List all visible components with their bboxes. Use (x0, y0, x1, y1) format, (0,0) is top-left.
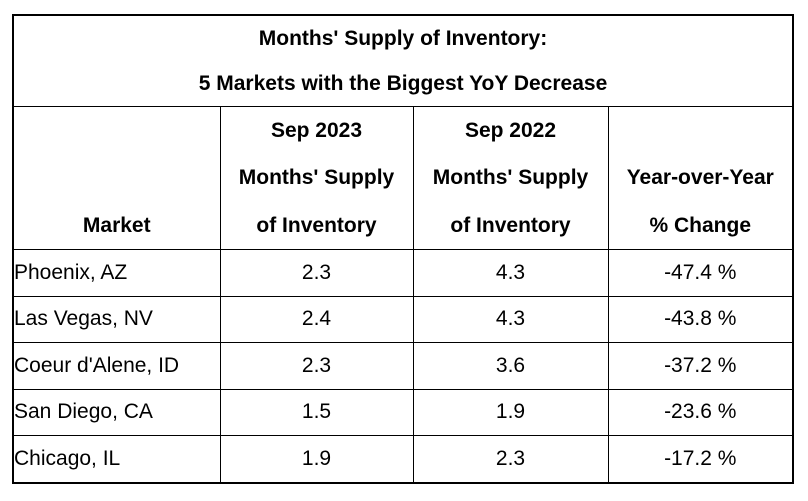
sep2022-supply-cell: 3.6 (412, 342, 609, 390)
column-header-sep2023-line-2: Months' Supply (238, 166, 395, 190)
yoy-change-cell: -37.2 % (607, 342, 794, 390)
column-header-yoy-line-2: % Change (649, 213, 751, 237)
sep2022-supply-cell: 2.3 (412, 435, 609, 484)
column-header-sep2022-line-2: Months' Supply (432, 166, 589, 190)
column-header-sep2022-line-1: Sep 2022 (464, 119, 557, 142)
sep2022-supply-cell: 1.9 (412, 388, 609, 437)
table-header-row: Market Sep 2023 Months' Supply of Invent… (12, 105, 794, 251)
table-title-cell: Months' Supply of Inventory: 5 Markets w… (12, 14, 794, 107)
sep2022-supply-cell: 4.3 (412, 295, 609, 344)
sep2023-supply-cell: 2.4 (219, 295, 414, 344)
table-row-coeur-dalene: Coeur d'Alene, ID 2.3 3.6 -37.2 % (12, 342, 794, 390)
market-cell: Las Vegas, NV (12, 295, 221, 344)
table-title-row: Months' Supply of Inventory: 5 Markets w… (12, 14, 794, 107)
column-header-sep2023-supply: Sep 2023 Months' Supply of Inventory (219, 105, 414, 251)
sep2022-supply-cell: 4.3 (412, 249, 609, 297)
table-title-line-1: Months' Supply of Inventory: (258, 27, 548, 50)
column-header-sep2023-line-3: of Inventory (256, 213, 377, 237)
table-row-san-diego: San Diego, CA 1.5 1.9 -23.6 % (12, 388, 794, 437)
table-title-line-2: 5 Markets with the Biggest YoY Decrease (198, 72, 608, 95)
column-header-market: Market (12, 105, 221, 251)
table-row-phoenix: Phoenix, AZ 2.3 4.3 -47.4 % (12, 249, 794, 297)
market-cell: Coeur d'Alene, ID (12, 342, 221, 390)
column-header-sep2022-line-3: of Inventory (450, 213, 571, 237)
column-header-market-label: Market (82, 213, 151, 237)
column-header-sep2023-line-1: Sep 2023 (270, 119, 363, 142)
sep2023-supply-cell: 2.3 (219, 249, 414, 297)
market-cell: San Diego, CA (12, 388, 221, 437)
table-row-chicago: Chicago, IL 1.9 2.3 -17.2 % (12, 435, 794, 484)
yoy-change-cell: -17.2 % (607, 435, 794, 484)
yoy-change-cell: -43.8 % (607, 295, 794, 344)
sep2023-supply-cell: 1.9 (219, 435, 414, 484)
market-cell: Chicago, IL (12, 435, 221, 484)
column-header-yoy-line-1: Year-over-Year (626, 166, 774, 190)
column-header-yoy-change: Year-over-Year % Change (607, 105, 794, 251)
table-row-las-vegas: Las Vegas, NV 2.4 4.3 -43.8 % (12, 295, 794, 344)
yoy-change-cell: -23.6 % (607, 388, 794, 437)
market-cell: Phoenix, AZ (12, 249, 221, 297)
sep2023-supply-cell: 2.3 (219, 342, 414, 390)
months-supply-table: Months' Supply of Inventory: 5 Markets w… (12, 14, 794, 484)
sep2023-supply-cell: 1.5 (219, 388, 414, 437)
yoy-change-cell: -47.4 % (607, 249, 794, 297)
column-header-sep2022-supply: Sep 2022 Months' Supply of Inventory (412, 105, 609, 251)
